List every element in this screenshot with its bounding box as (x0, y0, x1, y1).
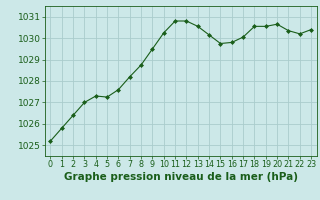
X-axis label: Graphe pression niveau de la mer (hPa): Graphe pression niveau de la mer (hPa) (64, 172, 298, 182)
